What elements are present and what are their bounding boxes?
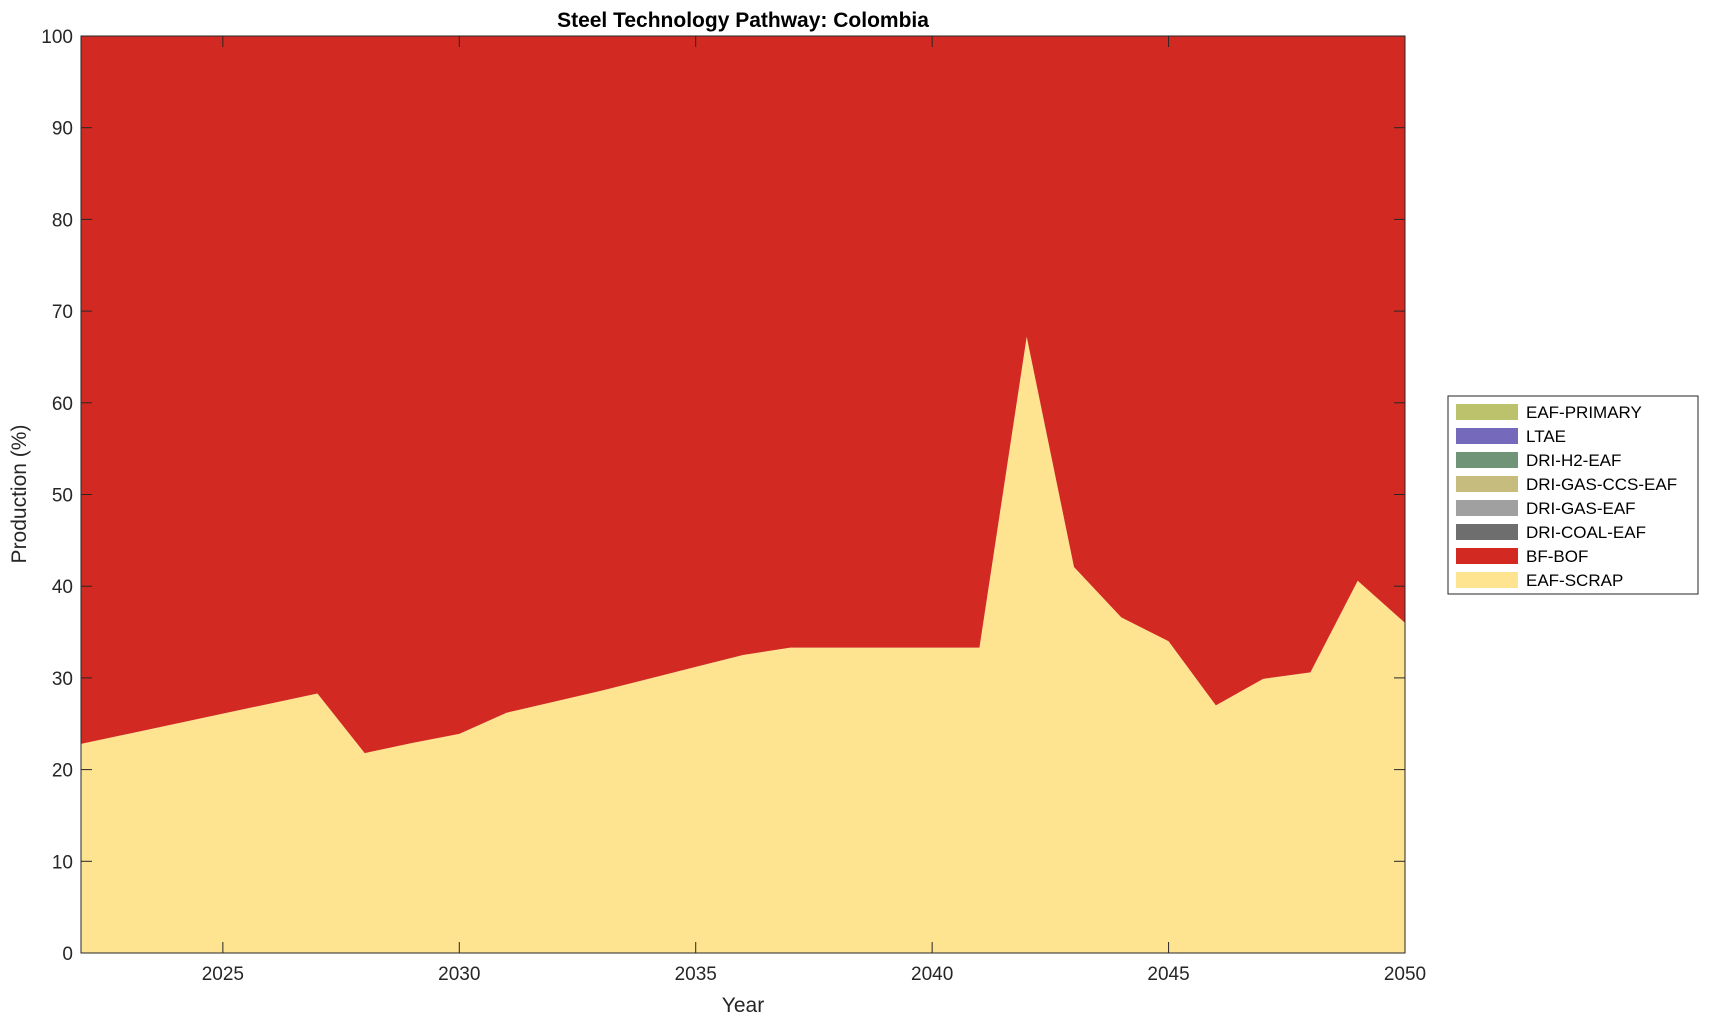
y-tick-label: 40 <box>52 577 73 598</box>
y-axis: 0 10 20 30 40 50 60 70 80 90 100 <box>41 27 1405 965</box>
y-tick-label: 30 <box>52 669 73 690</box>
y-tick-label: 70 <box>52 302 73 323</box>
legend-swatch-ltae <box>1456 428 1518 444</box>
x-tick-label: 2050 <box>1384 964 1426 985</box>
legend-swatch-bf-bof <box>1456 548 1518 564</box>
y-tick-label: 90 <box>52 119 73 140</box>
legend-label-dri-h2-eaf: DRI-H2-EAF <box>1526 451 1621 470</box>
y-tick-label: 0 <box>62 944 73 965</box>
legend-label-bf-bof: BF-BOF <box>1526 547 1588 566</box>
x-tick-label: 2030 <box>438 964 480 985</box>
legend-swatch-eaf-scrap <box>1456 572 1518 588</box>
legend-swatch-dri-gas-eaf <box>1456 500 1518 516</box>
y-tick-label: 60 <box>52 394 73 415</box>
chart-title: Steel Technology Pathway: Colombia <box>557 9 929 32</box>
y-axis-title: Production (%) <box>8 425 31 564</box>
legend-swatch-dri-h2-eaf <box>1456 452 1518 468</box>
legend-label-dri-gas-eaf: DRI-GAS-EAF <box>1526 499 1636 518</box>
y-tick-label: 100 <box>41 27 73 48</box>
area-series-group <box>81 36 1405 953</box>
y-tick-label: 10 <box>52 852 73 873</box>
legend: EAF-PRIMARY LTAE DRI-H2-EAF DRI-GAS-CCS-EAF… <box>1447 395 1699 595</box>
x-tick-label: 2045 <box>1147 964 1189 985</box>
y-tick-label: 20 <box>52 761 73 782</box>
x-axis: 2025 2030 2035 2040 2045 2050 <box>202 36 1426 985</box>
legend-label-ltae: LTAE <box>1526 427 1566 446</box>
y-tick-label: 50 <box>52 486 73 507</box>
area-eaf-scrap <box>81 336 1405 953</box>
x-tick-label: 2035 <box>675 964 717 985</box>
legend-label-dri-coal-eaf: DRI-COAL-EAF <box>1526 523 1646 542</box>
legend-swatch-eaf-primary <box>1456 404 1518 420</box>
area-bf-bof <box>81 36 1405 754</box>
legend-label-dri-gas-ccs-eaf: DRI-GAS-CCS-EAF <box>1526 475 1677 494</box>
x-axis-title: Year <box>722 994 764 1017</box>
x-tick-label: 2025 <box>202 964 244 985</box>
legend-label-eaf-primary: EAF-PRIMARY <box>1526 403 1642 422</box>
legend-swatch-dri-coal-eaf <box>1456 524 1518 540</box>
y-tick-label: 80 <box>52 210 73 231</box>
x-tick-label: 2040 <box>911 964 953 985</box>
legend-label-eaf-scrap: EAF-SCRAP <box>1526 571 1623 590</box>
legend-swatch-dri-gas-ccs-eaf <box>1456 476 1518 492</box>
